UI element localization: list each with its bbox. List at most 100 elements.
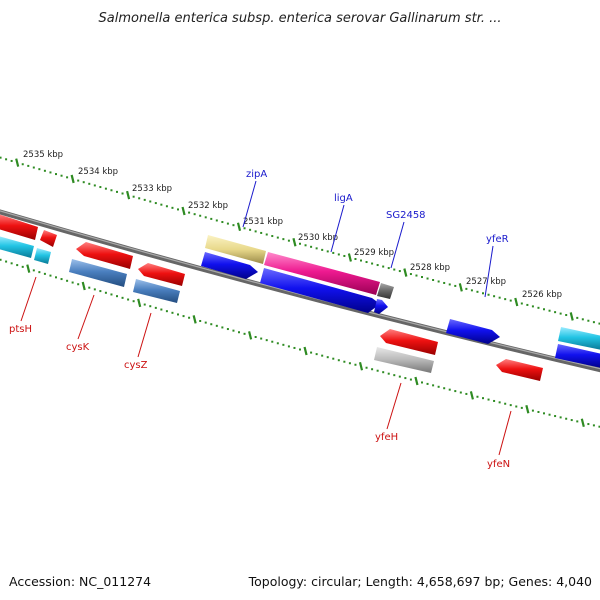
- gene-steel-1[interactable]: [69, 259, 127, 287]
- gene-yfeH[interactable]: [380, 329, 438, 355]
- inner-scale-dot: [315, 353, 318, 356]
- inner-scale-dot: [71, 281, 74, 284]
- label-yfeN[interactable]: yfeN: [487, 459, 510, 470]
- outer-scale-dot: [310, 245, 313, 248]
- outer-scale-dot: [132, 195, 135, 198]
- outer-scale-dot: [282, 238, 285, 241]
- gene-blue-forward-3[interactable]: [374, 299, 388, 314]
- gene-cyan-left-1[interactable]: [0, 236, 34, 258]
- label-yfeR[interactable]: yfeR: [486, 234, 509, 245]
- outer-scale-dot: [432, 279, 435, 282]
- outer-scale-dot: [421, 276, 423, 279]
- gene-ligA[interactable]: [264, 252, 380, 295]
- outer-scale-dot: [193, 213, 196, 216]
- label-ligA[interactable]: ligA: [334, 193, 353, 204]
- gene-zipA[interactable]: [205, 235, 266, 264]
- label-SG2458[interactable]: SG2458: [386, 210, 426, 221]
- outer-scale-dot: [393, 268, 396, 271]
- inner-scale-dot: [493, 399, 496, 402]
- outer-scale-dot: [409, 273, 412, 276]
- gene-blue-forward-2[interactable]: [260, 268, 380, 313]
- outer-scale-dot: [199, 214, 202, 217]
- inner-scale-dot: [55, 276, 57, 279]
- gene-cyan-right[interactable]: [558, 327, 600, 350]
- inner-scale-dot: [592, 424, 595, 427]
- inner-scale-tick: [81, 281, 86, 291]
- inner-scale-dot: [238, 331, 240, 334]
- outer-scale-tick: [126, 190, 131, 200]
- gene-yfeR[interactable]: [446, 319, 500, 344]
- outer-scale-dot: [443, 281, 446, 284]
- inner-scale-dot: [371, 368, 374, 371]
- tick-label-2527: 2527 kbp: [466, 277, 506, 287]
- gene-red-small-left[interactable]: [40, 230, 57, 247]
- chromosome-backbone: [0, 209, 600, 373]
- inner-scale-tick: [248, 331, 253, 340]
- inner-scale-dot: [0, 258, 2, 261]
- outer-scale-dot: [154, 202, 157, 205]
- inner-scale-dot: [210, 323, 213, 326]
- inner-scale-dot: [160, 308, 163, 311]
- tick-label-2529: 2529 kbp: [354, 248, 394, 258]
- inner-scale-dot: [66, 279, 69, 282]
- inner-scale-dot: [287, 345, 290, 348]
- inner-scale-dot: [404, 377, 407, 380]
- gene-cysZ[interactable]: [138, 263, 185, 286]
- outer-scale-dot: [559, 312, 562, 315]
- outer-scale-dot: [243, 227, 246, 230]
- inner-scale-dot: [509, 404, 512, 407]
- gene-cyan-left-2[interactable]: [34, 248, 51, 264]
- inner-scale-dot: [88, 286, 91, 289]
- outer-scale-dot: [382, 265, 385, 268]
- outer-scale-dot: [27, 164, 30, 167]
- gene-blue-right[interactable]: [555, 344, 600, 368]
- outer-scale-dot: [581, 318, 584, 321]
- gene-yfeN[interactable]: [496, 359, 543, 381]
- inner-scale-dot: [326, 356, 329, 359]
- inner-scale-dot: [587, 423, 590, 426]
- inner-scale-dot: [343, 360, 346, 363]
- inner-scale-dot: [504, 402, 507, 405]
- gene-steel-2[interactable]: [133, 279, 180, 303]
- inner-scale-dot: [432, 384, 435, 387]
- inner-scale-dot: [171, 311, 174, 314]
- label-cysK[interactable]: cysK: [66, 342, 90, 353]
- inner-scale-dot: [482, 397, 484, 400]
- inner-scale-dot: [554, 415, 557, 418]
- inner-scale-dot: [127, 298, 130, 301]
- inner-scale-dot: [143, 303, 146, 306]
- inner-scale-dot: [393, 374, 396, 377]
- inner-scale-dot: [182, 315, 185, 318]
- outer-scale-dot: [165, 205, 168, 208]
- inner-scale-tick: [469, 391, 474, 400]
- inner-scale-tick: [414, 376, 419, 386]
- outer-scale-dot: [299, 242, 301, 245]
- gene-SG2458[interactable]: [377, 283, 394, 299]
- inner-scale-dot: [348, 362, 351, 365]
- outer-scale-dot: [271, 235, 274, 238]
- gene-blue-forward-1[interactable]: [201, 252, 258, 279]
- outer-scale-dot: [526, 303, 529, 306]
- gene-gray[interactable]: [374, 347, 434, 373]
- outer-scale-tick: [70, 174, 75, 184]
- label-ptsH[interactable]: ptsH: [9, 324, 32, 335]
- outer-scale-dot: [598, 322, 600, 325]
- gene-ptsH[interactable]: [0, 214, 38, 240]
- gene-cysK[interactable]: [76, 242, 133, 269]
- tick-label-2526: 2526 kbp: [522, 290, 562, 300]
- reverse-strand-genes: [0, 214, 543, 381]
- outer-scale-tick: [403, 268, 408, 277]
- outer-scale-dot: [437, 280, 440, 283]
- label-zipA[interactable]: zipA: [246, 169, 267, 180]
- outer-scale-dot: [354, 258, 357, 261]
- inner-scale-dot: [77, 283, 80, 286]
- label-cysZ[interactable]: cysZ: [124, 360, 148, 371]
- inner-scale-dot: [421, 381, 423, 384]
- inner-scale-dot: [232, 329, 235, 332]
- label-yfeH[interactable]: yfeH: [375, 432, 398, 443]
- inner-scale-dot: [476, 395, 479, 398]
- inner-scale-dot: [465, 392, 468, 395]
- forward-gene-labels: zipA ligA SG2458 yfeR: [246, 169, 509, 245]
- outer-scale-dot: [204, 216, 207, 219]
